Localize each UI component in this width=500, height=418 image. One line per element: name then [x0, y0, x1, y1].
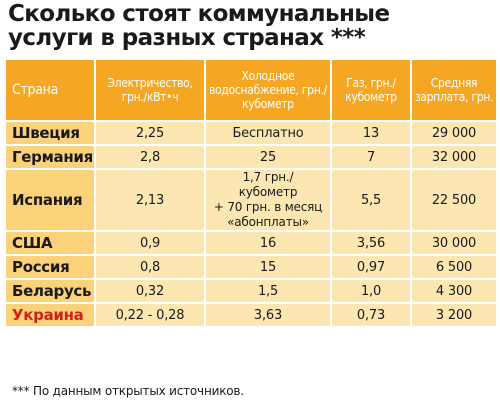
- water-line: кубометр: [238, 185, 298, 199]
- country-cell: Россия: [6, 256, 94, 278]
- gas-cell: 0,97: [332, 256, 410, 278]
- water-cell: Бесплатно: [206, 122, 330, 144]
- water-line: + 70 грн. в месяц: [213, 200, 323, 214]
- gas-cell: 7: [332, 146, 410, 168]
- table-row: Беларусь 0,32 1,5 1,0 4 300: [6, 280, 496, 302]
- table-row: Швеция 2,25 Бесплатно 13 29 000: [6, 122, 496, 144]
- electricity-cell: 0,8: [96, 256, 204, 278]
- table-row: Испания 2,13 1,7 грн./ кубометр + 70 грн…: [6, 170, 496, 230]
- country-cell: Испания: [6, 170, 94, 230]
- header-salary: Средняя зарплата, грн.: [412, 60, 496, 120]
- water-line: «абонплаты»: [227, 215, 309, 229]
- water-cell: 1,7 грн./ кубометр + 70 грн. в месяц «аб…: [206, 170, 330, 230]
- electricity-cell: 0,32: [96, 280, 204, 302]
- electricity-cell: 2,8: [96, 146, 204, 168]
- salary-cell: 4 300: [412, 280, 496, 302]
- table-row: Украина 0,22 - 0,28 3,63 0,73 3 200: [6, 304, 496, 326]
- table-header-row: Страна Электричество, грн./кВт•ч Холодно…: [6, 60, 496, 120]
- salary-cell: 29 000: [412, 122, 496, 144]
- salary-cell: 30 000: [412, 232, 496, 254]
- water-line: 1,7 грн./: [242, 170, 294, 184]
- gas-cell: 1,0: [332, 280, 410, 302]
- header-electricity: Электричество, грн./кВт•ч: [96, 60, 204, 120]
- gas-cell: 0,73: [332, 304, 410, 326]
- table-row: США 0,9 16 3,56 30 000: [6, 232, 496, 254]
- country-cell: Германия: [6, 146, 94, 168]
- country-cell: Беларусь: [6, 280, 94, 302]
- page-title: Сколько стоят коммунальные услуги в разн…: [8, 2, 494, 50]
- header-country: Страна: [6, 60, 94, 120]
- water-cell: 16: [206, 232, 330, 254]
- salary-cell: 6 500: [412, 256, 496, 278]
- gas-cell: 3,56: [332, 232, 410, 254]
- country-cell-highlighted: Украина: [6, 304, 94, 326]
- electricity-cell: 0,9: [96, 232, 204, 254]
- title-line-2: услуги в разных странах ***: [8, 25, 366, 51]
- country-cell: Швеция: [6, 122, 94, 144]
- water-cell: 15: [206, 256, 330, 278]
- water-cell: 25: [206, 146, 330, 168]
- utilities-table: Страна Электричество, грн./кВт•ч Холодно…: [4, 58, 498, 328]
- table-row: Россия 0,8 15 0,97 6 500: [6, 256, 496, 278]
- salary-cell: 32 000: [412, 146, 496, 168]
- footnote: *** По данным открытых источников.: [12, 384, 244, 398]
- electricity-cell: 2,25: [96, 122, 204, 144]
- gas-cell: 13: [332, 122, 410, 144]
- title-line-1: Сколько стоят коммунальные: [8, 1, 390, 27]
- salary-cell: 3 200: [412, 304, 496, 326]
- electricity-cell: 0,22 - 0,28: [96, 304, 204, 326]
- water-cell: 1,5: [206, 280, 330, 302]
- electricity-cell: 2,13: [96, 170, 204, 230]
- header-water: Холодное водоснабжение, грн./кубометр: [206, 60, 330, 120]
- country-cell: США: [6, 232, 94, 254]
- gas-cell: 5,5: [332, 170, 410, 230]
- water-cell: 3,63: [206, 304, 330, 326]
- table-row: Германия 2,8 25 7 32 000: [6, 146, 496, 168]
- salary-cell: 22 500: [412, 170, 496, 230]
- header-gas: Газ, грн./ кубометр: [332, 60, 410, 120]
